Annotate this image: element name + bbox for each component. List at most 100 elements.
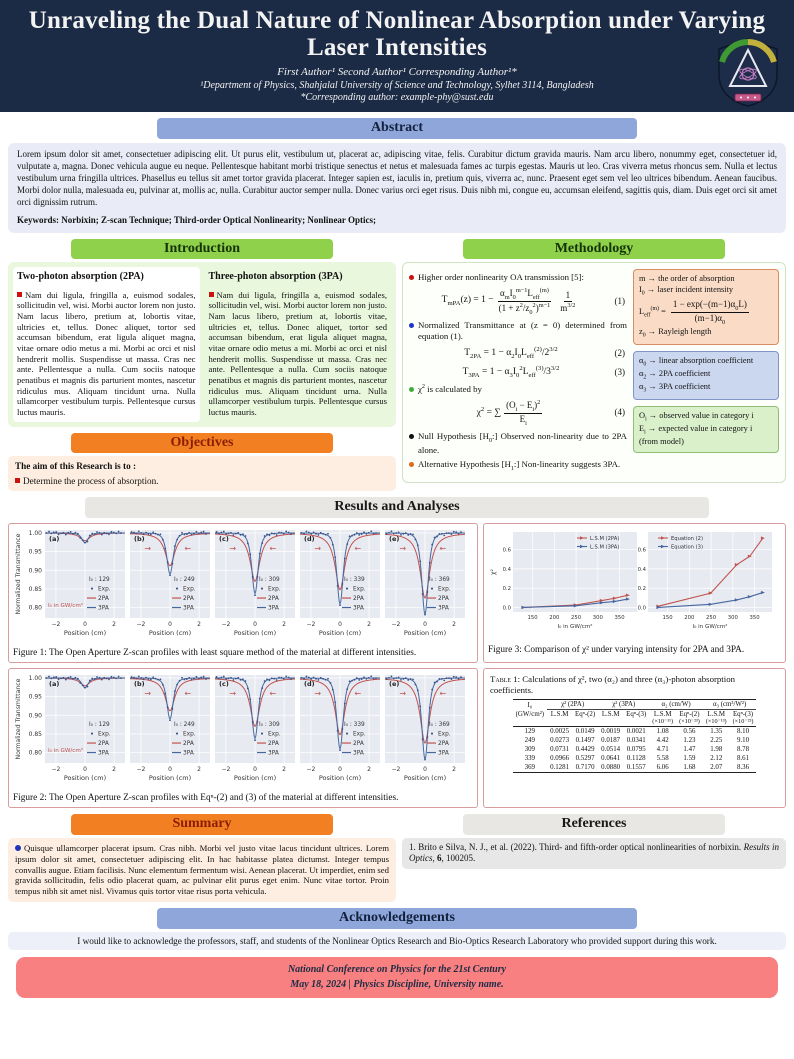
svg-text:350: 350 [615, 615, 626, 621]
poster-title: Unraveling the Dual Nature of Nonlinear … [28, 7, 766, 61]
methodology-main: Higher order nonlinearity OA transmissio… [409, 269, 627, 476]
methodology-sideboxes: m → the order of absorption I0 → laser i… [633, 269, 779, 476]
method-bullet: Higher order nonlinearity OA transmissio… [409, 272, 627, 283]
equation-3: T3PA = 1 − α3I02Leff(3)/33/2 (3) [462, 364, 625, 379]
svg-text:−2: −2 [136, 621, 145, 628]
svg-text:←: ← [354, 689, 361, 698]
intro-3pa-title: Three-photon absorption (3PA) [208, 271, 343, 283]
svg-text:Position (cm): Position (cm) [404, 774, 446, 782]
methodology-box: Higher order nonlinearity OA transmissio… [402, 262, 786, 483]
svg-text:Exp.: Exp. [353, 732, 366, 738]
svg-text:Exp.: Exp. [183, 732, 196, 738]
svg-text:Position (cm): Position (cm) [319, 629, 361, 637]
svg-text:(d): (d) [304, 535, 315, 543]
equation-1: TmPA(z) = 1 − αmI0m−1Leff(m) (1 + z2/z02)… [441, 287, 625, 316]
svg-text:(c): (c) [219, 535, 229, 543]
abstract-box: Lorem ipsum dolor sit amet, consectetuer… [8, 142, 786, 233]
svg-text:2PA: 2PA [353, 741, 364, 747]
svg-text:0: 0 [253, 766, 257, 773]
svg-text:←: ← [439, 689, 446, 698]
table-1-caption: Table 1: Calculations of χ², two (α₂) an… [490, 674, 735, 695]
svg-text:(b): (b) [134, 680, 145, 688]
svg-text:−2: −2 [221, 766, 230, 773]
equation-2: T2PA = 1 − α2I0Leff(2)/23/2 (2) [464, 345, 625, 360]
svg-text:0.80: 0.80 [29, 750, 43, 757]
svg-text:←: ← [269, 689, 276, 698]
references-heading: References [463, 814, 725, 835]
svg-text:Exp.: Exp. [268, 732, 281, 738]
svg-text:(c): (c) [219, 680, 229, 688]
affiliation-line: ¹Department of Physics, Shahjalal Univer… [200, 80, 594, 91]
svg-text:L.S.M (3PA): L.S.M (3PA) [590, 545, 619, 551]
svg-text:←: ← [184, 544, 191, 553]
svg-text:2PA: 2PA [438, 596, 449, 602]
svg-text:−2: −2 [391, 621, 400, 628]
svg-text:150: 150 [663, 615, 674, 621]
figure-2-caption: Figure 2: The Open Aperture Z-scan profi… [13, 793, 399, 804]
intro-2pa-text: Nam dui ligula, fringilla a, euismod sod… [17, 289, 196, 418]
svg-text:3PA: 3PA [98, 751, 109, 757]
bullet-dot-icon [409, 433, 414, 439]
figure-3-plot: 0.0 0.2 0.4 0.6 150 200 250 300 350 I₀ in GW/cm² L… [490, 532, 772, 630]
svg-text:→: → [144, 689, 151, 698]
svg-text:→: → [144, 544, 151, 553]
introduction-heading: Introduction [71, 238, 333, 260]
journal-name: Results in Optics [409, 842, 780, 864]
svg-text:(a): (a) [49, 680, 59, 688]
svg-text:3PA: 3PA [353, 606, 364, 612]
svg-text:2: 2 [452, 621, 456, 628]
svg-text:I₀ : 129: I₀ : 129 [89, 722, 110, 728]
svg-text:0: 0 [83, 766, 87, 773]
svg-text:←: ← [184, 689, 191, 698]
svg-text:I₀ in GW/cm²: I₀ in GW/cm² [48, 602, 83, 609]
svg-text:(b): (b) [134, 535, 145, 543]
summary-box: Quisque ullamcorper placerat ipsum. Cras… [8, 838, 396, 902]
bullet-square-icon [17, 291, 22, 297]
svg-text:3PA: 3PA [268, 606, 279, 612]
svg-text:Position (cm): Position (cm) [404, 629, 446, 637]
bullet-dot-icon [15, 845, 21, 851]
svg-text:0.4: 0.4 [638, 567, 647, 573]
bullet-dot-icon [409, 386, 414, 392]
svg-text:3PA: 3PA [438, 751, 449, 757]
svg-text:0.80: 0.80 [29, 605, 43, 612]
objectives-bullet: Determine the process of absorption. [15, 476, 389, 486]
svg-text:0.0: 0.0 [638, 606, 647, 612]
svg-text:Position (cm): Position (cm) [64, 774, 106, 782]
figure-3-caption: Figure 3: Comparison of χ² under varying… [488, 645, 745, 656]
svg-text:2PA: 2PA [268, 741, 279, 747]
figure-1-caption: Figure 1: The Open Aperture Z-scan profi… [13, 648, 417, 659]
figure-1-plot: 1.00 0.95 0.90 0.85 0.80 Normalized Transmitt… [15, 530, 466, 637]
introduction-box: Two-photon absorption (2PA) Nam dui ligu… [8, 262, 396, 427]
svg-text:L.S.M (2PA): L.S.M (2PA) [590, 536, 619, 542]
svg-text:2: 2 [112, 621, 116, 628]
svg-text:Position (cm): Position (cm) [64, 629, 106, 637]
svg-text:I₀ : 339: I₀ : 339 [344, 577, 365, 583]
svg-text:2PA: 2PA [98, 596, 109, 602]
svg-text:2PA: 2PA [98, 741, 109, 747]
reference-item: 1. Brito e Silva, N. J., et al. (2022). … [402, 838, 786, 869]
svg-text:I₀ : 369: I₀ : 369 [429, 722, 450, 728]
figure-3-box: 0.0 0.2 0.4 0.6 150 200 250 300 350 I₀ in GW/cm² L… [483, 523, 786, 664]
svg-text:0.90: 0.90 [29, 713, 43, 720]
acknowledgements-section: Acknowledgements I would like to acknowl… [0, 907, 794, 950]
svg-text:−2: −2 [136, 766, 145, 773]
acknowledgements-box: I would like to acknowledge the professo… [8, 931, 786, 950]
figure-2-box: 1.00 0.95 0.90 0.85 0.80 Normalized Transmitt… [8, 668, 478, 809]
svg-text:(e): (e) [389, 535, 399, 543]
method-bullet: χ2 is calculated by [409, 384, 627, 395]
svg-text:Exp.: Exp. [183, 587, 196, 593]
conference-date: May 18, 2024 | Physics Discipline, Unive… [290, 978, 504, 990]
svg-text:300: 300 [728, 615, 739, 621]
svg-text:200: 200 [684, 615, 695, 621]
svg-text:0.0: 0.0 [503, 606, 512, 612]
svg-text:I₀ : 369: I₀ : 369 [429, 577, 450, 583]
svg-text:0: 0 [338, 766, 342, 773]
svg-text:I₀ in GW/cm²: I₀ in GW/cm² [48, 747, 83, 754]
svg-text:0.85: 0.85 [29, 586, 43, 593]
svg-text:2PA: 2PA [353, 596, 364, 602]
keywords-line: Keywords: Norbixin; Z-scan Technique; Th… [17, 214, 377, 225]
table-1-box: Table 1: Calculations of χ², two (α₂) an… [483, 668, 786, 809]
svg-text:Exp.: Exp. [268, 587, 281, 593]
svg-text:3PA: 3PA [183, 751, 194, 757]
